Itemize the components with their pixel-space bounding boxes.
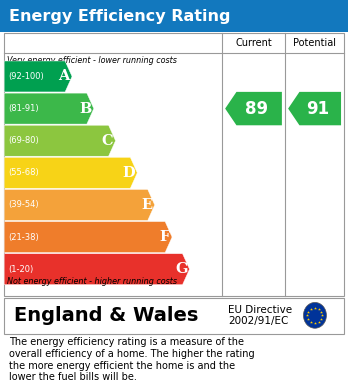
Text: G: G xyxy=(175,262,187,276)
Polygon shape xyxy=(4,157,137,188)
FancyBboxPatch shape xyxy=(0,0,348,32)
Text: Potential: Potential xyxy=(293,38,336,48)
Text: Very energy efficient - lower running costs: Very energy efficient - lower running co… xyxy=(7,56,177,65)
Polygon shape xyxy=(4,61,72,92)
Text: EU Directive
2002/91/EC: EU Directive 2002/91/EC xyxy=(228,305,292,326)
Text: (21-38): (21-38) xyxy=(8,233,39,242)
Text: (69-80): (69-80) xyxy=(8,136,39,145)
Text: (1-20): (1-20) xyxy=(8,265,34,274)
Text: D: D xyxy=(122,166,135,180)
Polygon shape xyxy=(4,254,189,285)
Polygon shape xyxy=(288,92,341,125)
Text: E: E xyxy=(142,198,153,212)
Text: Current: Current xyxy=(235,38,272,48)
Text: F: F xyxy=(160,230,170,244)
Text: 91: 91 xyxy=(306,100,329,118)
Polygon shape xyxy=(4,222,172,253)
Bar xyxy=(4,33,344,296)
Bar xyxy=(4,298,344,334)
Text: (81-91): (81-91) xyxy=(8,104,39,113)
Polygon shape xyxy=(225,92,282,125)
Polygon shape xyxy=(4,93,94,124)
Polygon shape xyxy=(4,190,155,221)
Text: England & Wales: England & Wales xyxy=(14,306,198,325)
Text: C: C xyxy=(102,134,113,148)
Text: A: A xyxy=(58,70,70,83)
Text: B: B xyxy=(79,102,92,116)
Text: Not energy efficient - higher running costs: Not energy efficient - higher running co… xyxy=(7,277,177,286)
Text: Energy Efficiency Rating: Energy Efficiency Rating xyxy=(9,9,230,23)
Polygon shape xyxy=(4,125,116,156)
Text: (55-68): (55-68) xyxy=(8,168,39,178)
Text: 89: 89 xyxy=(245,100,268,118)
Text: (39-54): (39-54) xyxy=(8,201,39,210)
Text: The energy efficiency rating is a measure of the
overall efficiency of a home. T: The energy efficiency rating is a measur… xyxy=(9,337,254,382)
Text: (92-100): (92-100) xyxy=(8,72,44,81)
Circle shape xyxy=(303,303,326,328)
